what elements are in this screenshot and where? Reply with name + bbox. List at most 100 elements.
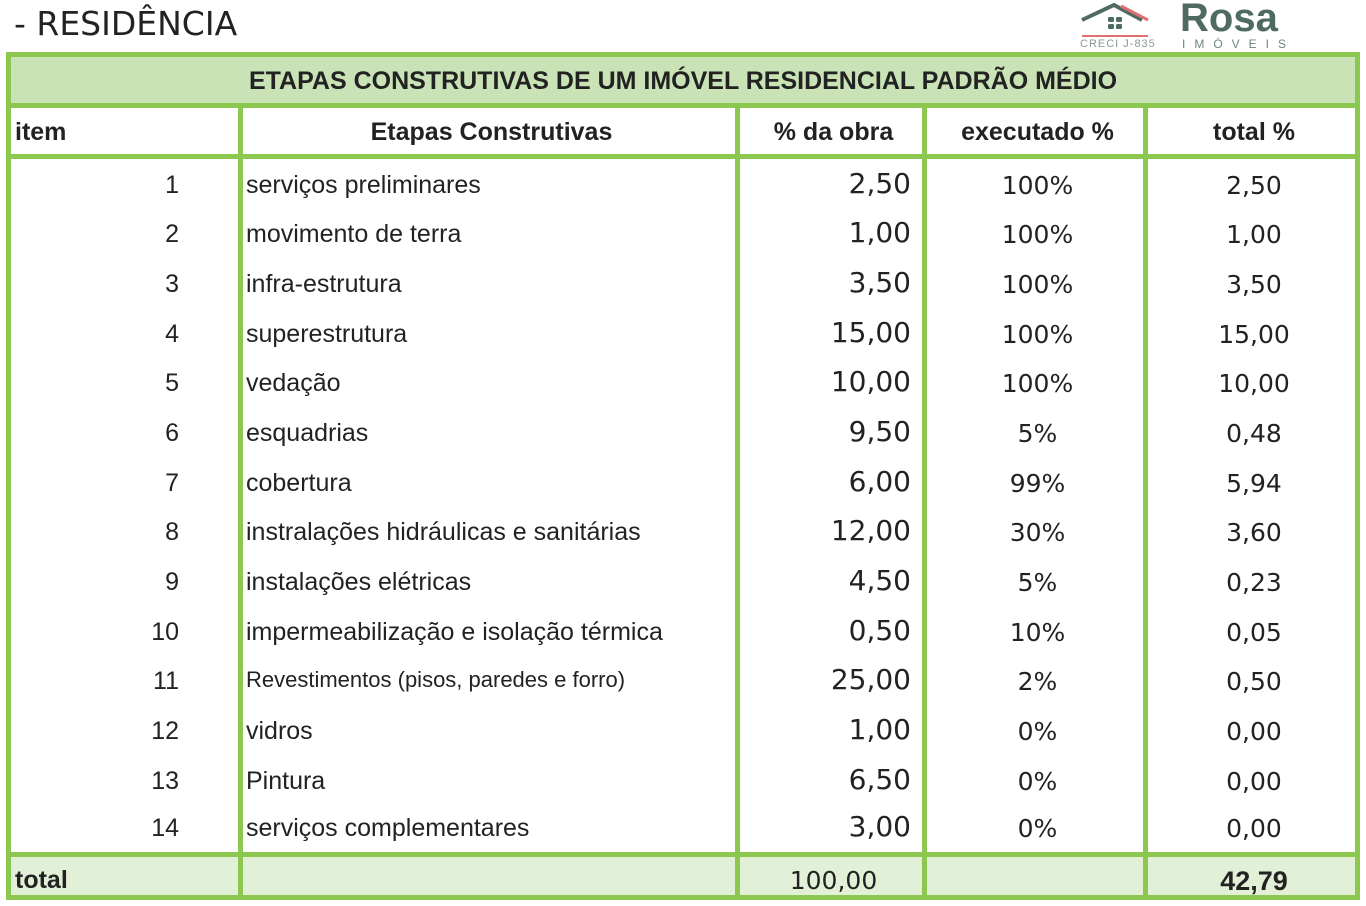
executado-percent: 0% — [1017, 717, 1058, 746]
etapa-name: instalações elétricas — [246, 568, 472, 596]
obra-percent: 2,50 — [848, 167, 911, 200]
executado-percent: 100% — [1001, 320, 1074, 349]
item-number: 5 — [165, 369, 179, 397]
total-percent: 10,00 — [1218, 369, 1290, 398]
executado-percent: 5% — [1017, 419, 1058, 448]
total-percent: 0,00 — [1226, 717, 1282, 746]
column-divider — [1143, 108, 1148, 895]
obra-percent: 4,50 — [848, 564, 911, 597]
etapa-name: cobertura — [246, 469, 352, 497]
column-divider — [922, 108, 927, 895]
obra-percent: 6,00 — [848, 465, 911, 498]
item-number: 13 — [151, 767, 179, 795]
etapa-name: instralações hidráulicas e sanitárias — [246, 518, 641, 546]
obra-percent: 3,50 — [848, 266, 911, 299]
column-header-obra: % da obra — [773, 118, 894, 146]
table-row: 11 Revestimentos (pisos, paredes e forro)… — [11, 655, 1355, 705]
obra-percent: 9,50 — [848, 415, 911, 448]
executado-percent: 0% — [1017, 767, 1058, 796]
logo-creci: CRECI J-835 — [1080, 38, 1156, 50]
executado-percent: 100% — [1001, 171, 1074, 200]
item-number: 10 — [151, 618, 179, 646]
item-number: 1 — [165, 171, 179, 199]
total-percent: 3,50 — [1226, 270, 1282, 299]
table-row: 4 superestrutura 15,00 100% 15,00 — [11, 308, 1355, 358]
column-header-total: total % — [1213, 118, 1295, 146]
table-row: 8 instralações hidráulicas e sanitárias 12… — [11, 506, 1355, 556]
item-number: 8 — [165, 518, 179, 546]
etapa-name: superestrutura — [246, 320, 408, 348]
obra-percent: 0,50 — [848, 614, 911, 647]
executado-percent: 30% — [1009, 518, 1066, 547]
logo-brand: Rosa — [1180, 0, 1278, 40]
obra-percent: 10,00 — [830, 365, 911, 398]
item-number: 11 — [153, 667, 179, 695]
table-row: 2 movimento de terra 1,00 100% 1,00 — [11, 208, 1355, 258]
section-heading: - RESIDÊNCIA — [14, 4, 238, 43]
item-number: 7 — [165, 469, 179, 497]
item-number: 6 — [165, 419, 179, 447]
column-divider — [735, 108, 740, 895]
executado-percent: 99% — [1009, 469, 1066, 498]
total-row: total 100,00 42,79 — [11, 852, 1355, 896]
table-row: 10 impermeabilização e isolação térmica 0,… — [11, 606, 1355, 656]
table-title: ETAPAS CONSTRUTIVAS DE UM IMÓVEL RESIDEN… — [11, 57, 1355, 108]
total-percent: 3,60 — [1226, 518, 1282, 547]
total-percent: 0,05 — [1226, 618, 1282, 647]
column-header-executado: executado % — [961, 118, 1114, 146]
rosa-imoveis-watermark: CRECI J-835 Rosa IMÓVEIS — [1080, 0, 1360, 52]
executado-percent: 0% — [1017, 814, 1058, 843]
item-number: 2 — [165, 220, 179, 248]
etapa-name: infra-estrutura — [246, 270, 402, 298]
obra-percent: 1,00 — [848, 713, 911, 746]
etapa-name: Revestimentos (pisos, paredes e forro) — [246, 667, 626, 692]
total-percent: 42,79 — [1220, 866, 1288, 896]
executado-percent: 100% — [1001, 220, 1074, 249]
etapa-name: serviços complementares — [246, 814, 530, 842]
total-percent: 0,00 — [1226, 814, 1282, 843]
table-header-row: item Etapas Construtivas % da obra execu… — [11, 108, 1355, 159]
table-row: 12 vidros 1,00 0% 0,00 — [11, 705, 1355, 755]
item-number: 12 — [151, 717, 179, 745]
etapa-name: movimento de terra — [246, 220, 462, 248]
total-percent: 5,94 — [1226, 469, 1282, 498]
total-percent: 0,50 — [1226, 667, 1282, 696]
obra-percent: 15,00 — [830, 316, 911, 349]
total-percent: 0,23 — [1226, 568, 1282, 597]
etapa-name: Pintura — [246, 767, 326, 795]
construction-stages-table: ETAPAS CONSTRUTIVAS DE UM IMÓVEL RESIDEN… — [6, 52, 1360, 900]
executado-percent: 100% — [1001, 369, 1074, 398]
logo-sub: IMÓVEIS — [1182, 37, 1296, 51]
table-row: 9 instalações elétricas 4,50 5% 0,23 — [11, 556, 1355, 606]
table-row: 13 Pintura 6,50 0% 0,00 — [11, 755, 1355, 805]
total-percent: 1,00 — [1226, 220, 1282, 249]
executado-percent: 2% — [1017, 667, 1058, 696]
house-logo-icon — [1081, 2, 1149, 37]
executado-percent: 10% — [1009, 618, 1066, 647]
executado-percent: 100% — [1001, 270, 1074, 299]
total-percent: 2,50 — [1226, 171, 1282, 200]
table-row: 1 serviços preliminares 2,50 100% 2,50 — [11, 159, 1355, 209]
table-row: 3 infra-estrutura 3,50 100% 3,50 — [11, 258, 1355, 308]
total-label: total — [15, 866, 68, 894]
table-row: 6 esquadrias 9,50 5% 0,48 — [11, 407, 1355, 457]
total-obra: 100,00 — [789, 866, 878, 895]
total-percent: 15,00 — [1218, 320, 1290, 349]
table-row: 14 serviços complementares 3,00 0% 0,00 — [11, 802, 1355, 852]
table-row: 5 vedação 10,00 100% 10,00 — [11, 357, 1355, 407]
etapa-name: vidros — [246, 717, 313, 745]
obra-percent: 1,00 — [848, 216, 911, 249]
etapa-name: serviços preliminares — [246, 171, 481, 199]
column-divider — [238, 108, 243, 895]
total-percent: 0,48 — [1226, 419, 1282, 448]
executado-percent: 5% — [1017, 568, 1058, 597]
table-row: 7 cobertura 6,00 99% 5,94 — [11, 457, 1355, 507]
column-header-item: item — [15, 118, 67, 146]
obra-percent: 25,00 — [830, 663, 911, 696]
item-number: 4 — [165, 320, 179, 348]
total-percent: 0,00 — [1226, 767, 1282, 796]
column-header-etapas: Etapas Construtivas — [370, 118, 613, 146]
obra-percent: 12,00 — [830, 514, 911, 547]
item-number: 3 — [165, 270, 179, 298]
obra-percent: 3,00 — [848, 810, 911, 843]
